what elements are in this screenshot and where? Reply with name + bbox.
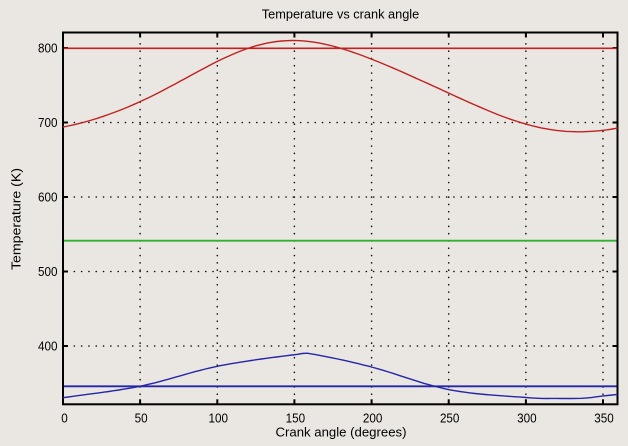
svg-text:250: 250 [440, 410, 460, 425]
svg-text:350: 350 [594, 410, 614, 425]
svg-text:500: 500 [38, 264, 58, 279]
svg-text:800: 800 [38, 41, 58, 56]
svg-text:400: 400 [38, 339, 58, 354]
svg-text:150: 150 [286, 410, 306, 425]
svg-text:700: 700 [38, 115, 58, 130]
svg-text:100: 100 [209, 410, 229, 425]
svg-text:0: 0 [61, 410, 68, 425]
svg-text:Temperature (K): Temperature (K) [9, 168, 24, 270]
svg-text:600: 600 [38, 190, 58, 205]
svg-text:300: 300 [517, 410, 537, 425]
svg-text:200: 200 [363, 410, 383, 425]
svg-text:50: 50 [135, 410, 148, 425]
svg-text:Temperature vs crank angle: Temperature vs crank angle [262, 6, 420, 21]
svg-text:Crank angle (degrees): Crank angle (degrees) [276, 425, 407, 440]
